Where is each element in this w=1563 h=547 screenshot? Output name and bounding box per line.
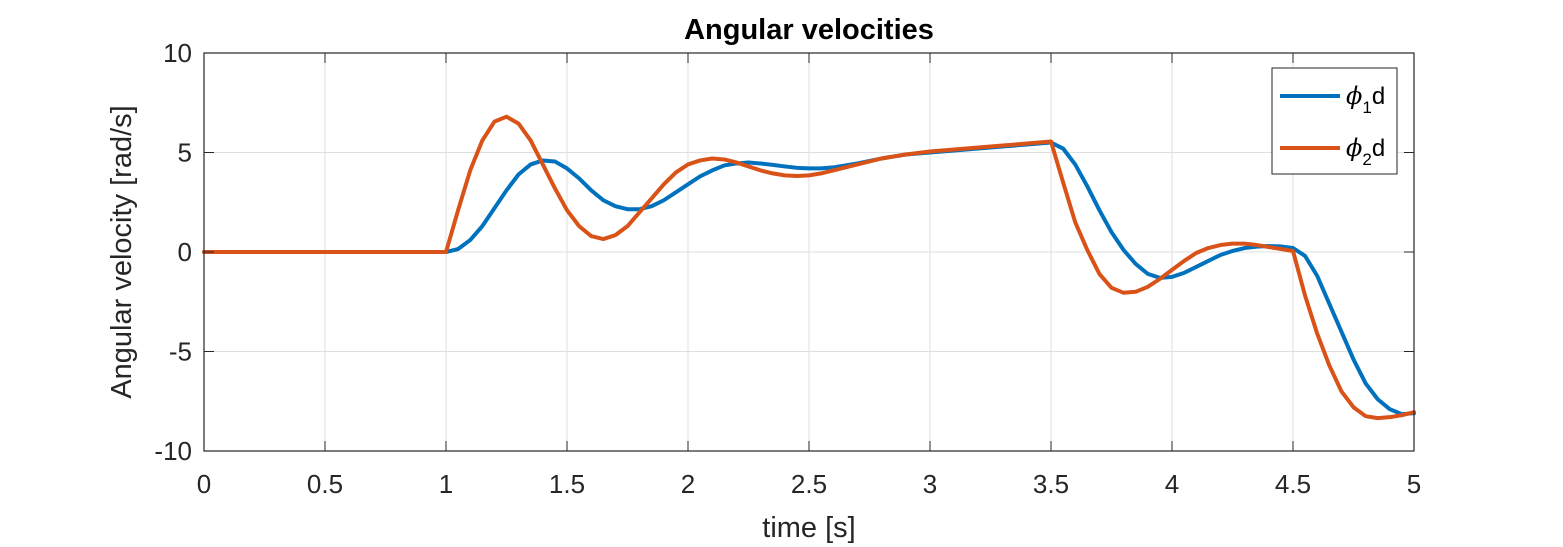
y-tick-label: 5 bbox=[178, 138, 192, 168]
y-tick-label: 0 bbox=[178, 237, 192, 267]
x-tick-label: 0 bbox=[197, 469, 211, 499]
legend-suffix: d bbox=[1372, 83, 1385, 110]
x-tick-label: 2.5 bbox=[791, 469, 827, 499]
series-layer bbox=[202, 114, 1416, 421]
y-tick-label: -5 bbox=[169, 337, 192, 367]
legend-label-1: ϕ1d bbox=[1346, 82, 1385, 117]
x-tick-label: 1.5 bbox=[549, 469, 585, 499]
y-tick-label: 10 bbox=[163, 38, 192, 68]
x-tick-label: 4.5 bbox=[1275, 469, 1311, 499]
y-tick-label: -10 bbox=[154, 436, 192, 466]
x-tick-label: 0.5 bbox=[307, 469, 343, 499]
legend-subscript: 2 bbox=[1362, 150, 1371, 169]
x-tick-label: 3.5 bbox=[1033, 469, 1069, 499]
x-tick-label: 3 bbox=[923, 469, 937, 499]
legend-label-2: ϕ2d bbox=[1346, 134, 1385, 169]
x-tick-label: 4 bbox=[1165, 469, 1179, 499]
ticks bbox=[203, 52, 1415, 452]
x-tick-label: 5 bbox=[1407, 469, 1421, 499]
y-axis-label: Angular velocity [rad/s] bbox=[106, 105, 138, 398]
legend-subscript: 1 bbox=[1362, 98, 1371, 117]
x-tick-label: 2 bbox=[681, 469, 695, 499]
series-line-2 bbox=[202, 114, 1416, 421]
legend-symbol: ϕ bbox=[1346, 82, 1362, 110]
legend-symbol: ϕ bbox=[1346, 134, 1362, 162]
legend-suffix: d bbox=[1372, 135, 1385, 162]
x-axis-label: time [s] bbox=[762, 512, 855, 544]
tick-labels: 0 0.5 1 1.5 2 2.5 3 3.5 4 4.5 5 10 5 0 -5 -10 bbox=[154, 38, 1421, 499]
legend-box bbox=[1271, 67, 1398, 175]
x-tick-label: 1 bbox=[439, 469, 453, 499]
chart-title: Angular velocities bbox=[684, 14, 934, 46]
